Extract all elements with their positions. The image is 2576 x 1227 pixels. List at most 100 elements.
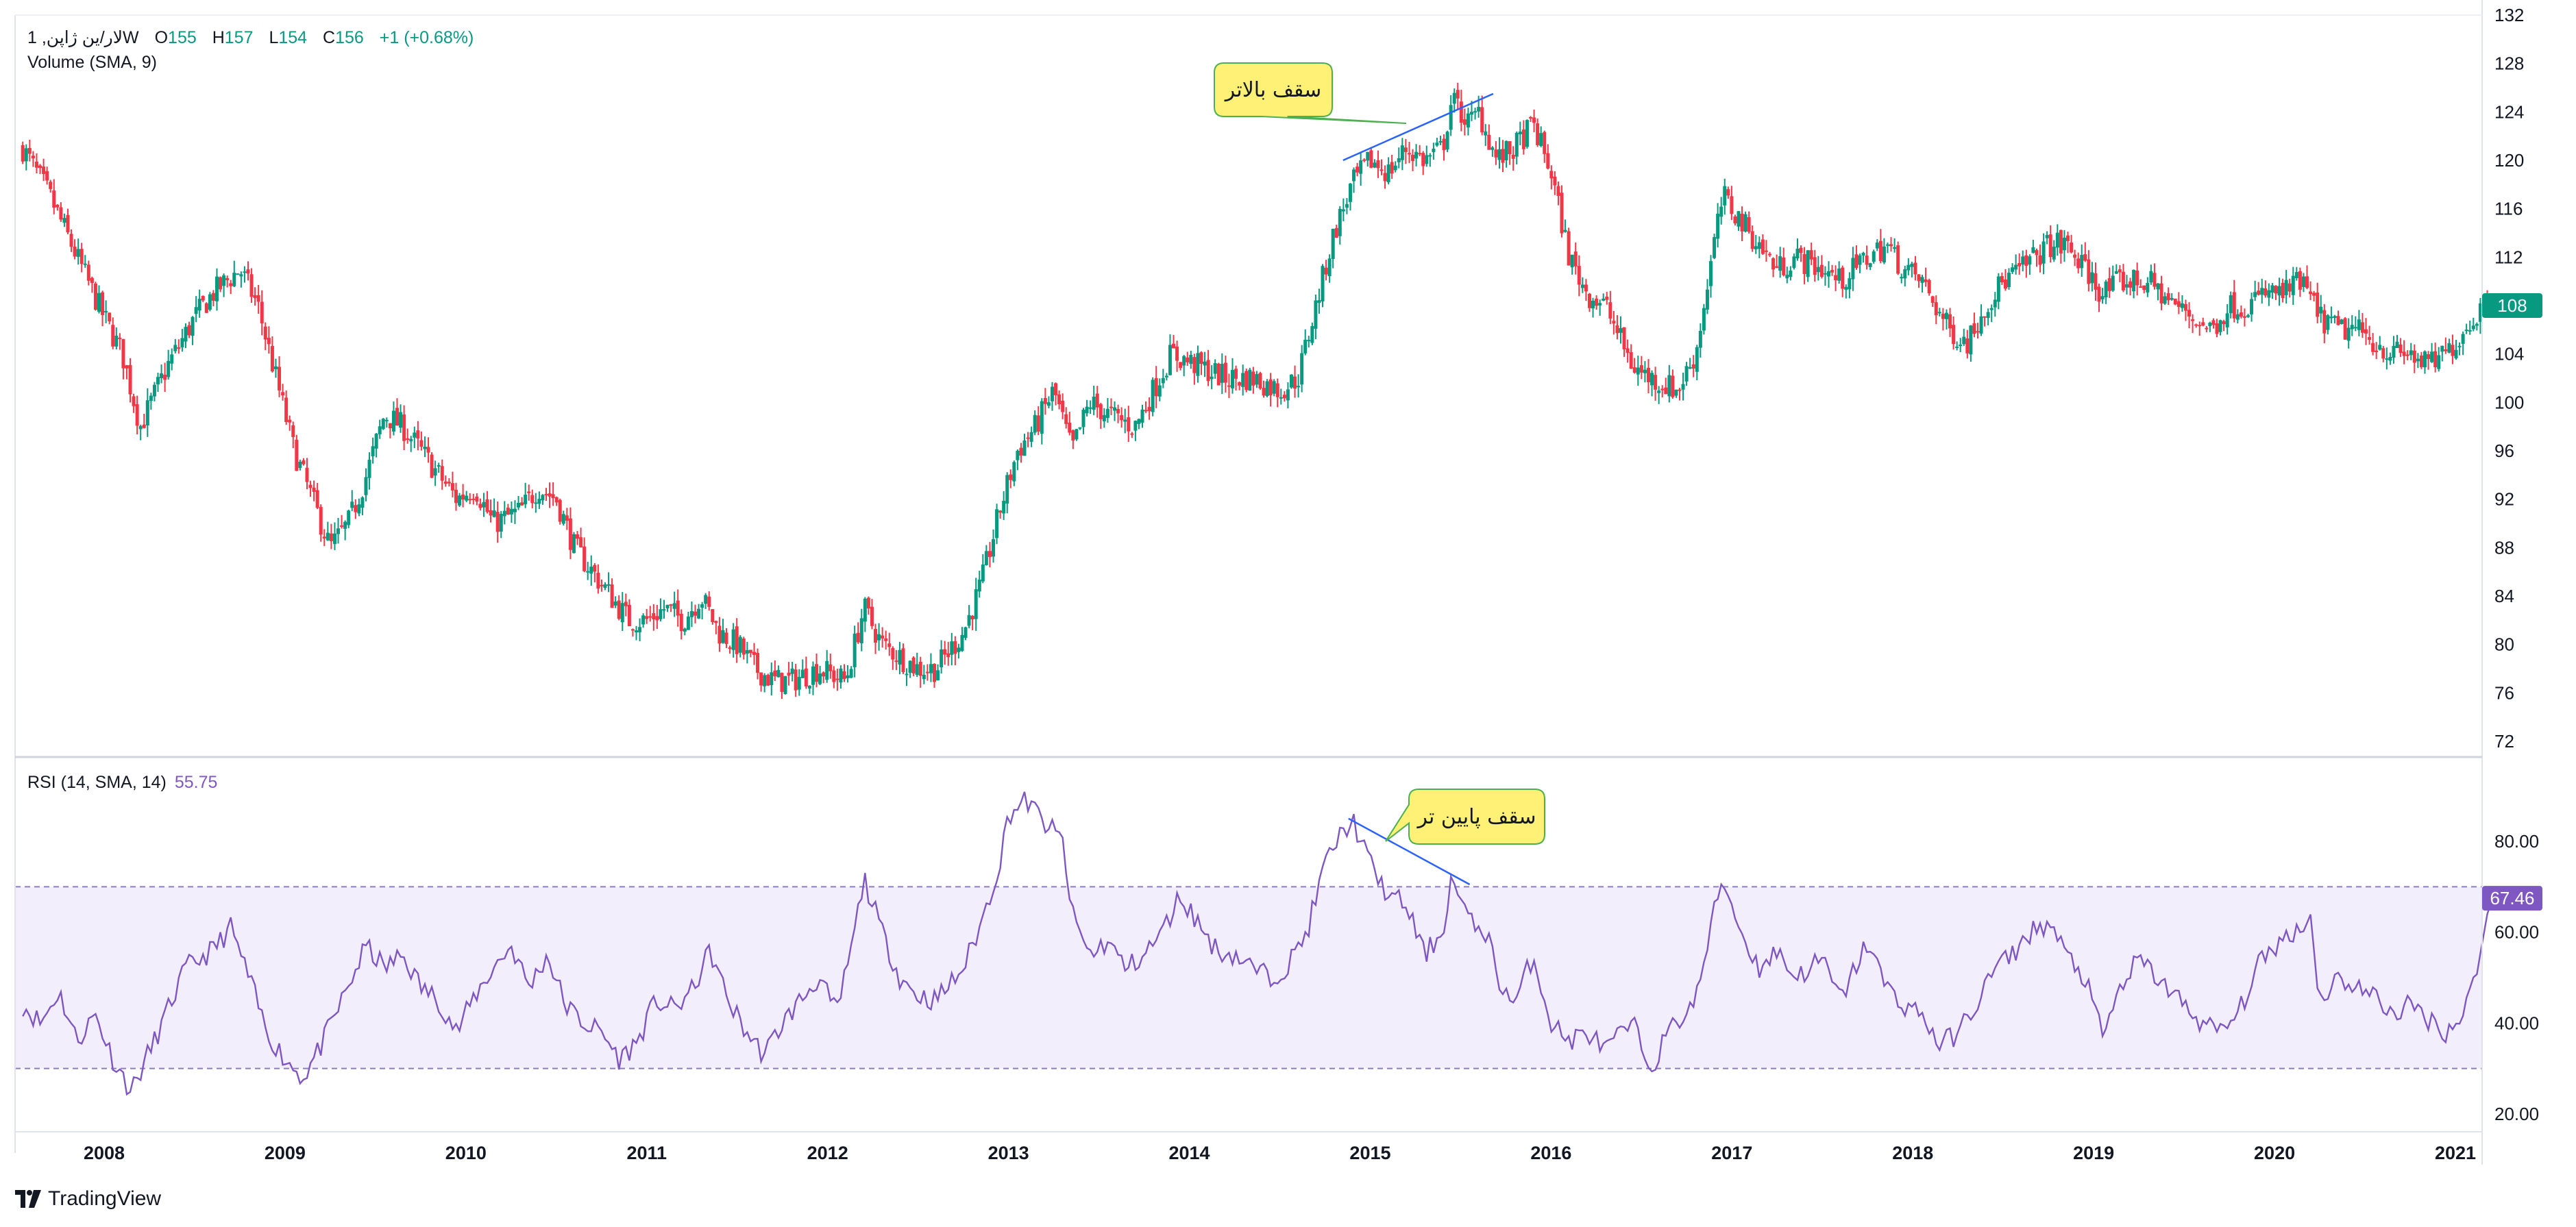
price-trendline[interactable] (1342, 92, 1494, 162)
candle-body (2405, 354, 2409, 356)
candle-body (1179, 362, 1183, 368)
candle-body (1140, 409, 1144, 423)
candle-body (374, 434, 378, 449)
volume-legend[interactable]: Volume (SMA, 9) (27, 53, 157, 73)
candle-body (576, 534, 580, 539)
candle-body (2211, 320, 2216, 325)
candle-body (1369, 150, 1373, 168)
candle-body (1546, 153, 1550, 169)
candle-body (513, 508, 517, 512)
candle-body (1275, 383, 1279, 397)
candle-body (93, 283, 97, 310)
candle-body (273, 366, 278, 369)
time-axis[interactable]: 2008 2009 2010 2011 2012 2013 2014 2015 2016 2017… (84, 1143, 2476, 1163)
candle-body (1626, 348, 1630, 354)
candle-body (630, 629, 635, 631)
rsi-trendline[interactable] (1348, 817, 1471, 886)
candle-body (1425, 155, 1429, 164)
candle-body (1144, 410, 1148, 412)
rsi-callout[interactable]: سقف پایین تر (1385, 789, 1545, 845)
candle-body (1733, 216, 1737, 224)
candle-body (378, 426, 382, 434)
low-value: 154 (278, 28, 308, 47)
candle-body (108, 312, 112, 321)
candle-body (1591, 300, 1595, 309)
candle-body (1432, 148, 1436, 153)
candle-body (1068, 422, 1072, 433)
candle-body (1726, 189, 1730, 196)
candle-body (548, 493, 552, 497)
candle-body (132, 396, 136, 406)
candle-body (1459, 101, 1463, 123)
tradingview-brand-name: TradingView (48, 1187, 162, 1210)
open-label: O (154, 28, 169, 47)
candle-body (1470, 112, 1474, 115)
candle-body (846, 675, 850, 679)
candle-body (395, 408, 400, 426)
candle-body (763, 675, 767, 686)
candle-body (2274, 286, 2278, 294)
tradingview-brand[interactable]: TradingView (15, 1187, 161, 1211)
candle-body (121, 338, 125, 369)
candle-body (2402, 351, 2406, 356)
candle-body (672, 603, 676, 609)
candle-body (343, 521, 347, 529)
candle-body (1660, 388, 1665, 391)
candle-body (340, 525, 344, 527)
candle-body (752, 652, 756, 655)
price-tick-label: 132 (2494, 5, 2524, 25)
candle-body (485, 499, 489, 512)
candle-body (423, 447, 427, 449)
candle-body (1602, 298, 1606, 301)
candle-body (1587, 293, 1591, 308)
candle-body (1698, 330, 1702, 348)
candle-body (145, 400, 149, 425)
candle-body (1054, 383, 1058, 395)
candle-body (2322, 310, 2327, 334)
candle-body (565, 515, 569, 521)
rsi-legend[interactable]: RSI (14, SMA, 14) 55.75 (27, 773, 217, 793)
candle-body (1376, 160, 1380, 169)
candle-body (991, 539, 995, 557)
candle-body (807, 685, 811, 689)
candle-body (1952, 325, 1956, 345)
candle-body (842, 671, 846, 680)
candle-body (717, 625, 722, 644)
symbol-legend[interactable]: لار/ین ژاپن, 1W O155 H157 L154 C156 +1 (… (27, 27, 474, 48)
candle-body (364, 477, 368, 495)
price-callout[interactable]: سقف بالاتر (1214, 62, 1407, 124)
candle-body (492, 510, 496, 517)
candle-body (1407, 153, 1411, 155)
candle-body (2385, 358, 2389, 360)
candle-body (735, 626, 739, 654)
candle-body (908, 660, 912, 673)
candle-body (1477, 107, 1481, 112)
candle-body (1636, 367, 1640, 375)
rsi-axis[interactable]: 20.00 40.00 60.00 80.00 (2494, 831, 2539, 1124)
candle-body (1771, 258, 1776, 270)
candle-body (950, 641, 954, 655)
candle-body (915, 664, 919, 676)
candle-body (2132, 269, 2136, 292)
candle-body (1085, 406, 1089, 414)
candle-body (669, 604, 673, 606)
candle-body (1989, 308, 1994, 310)
candle-body (2451, 345, 2455, 356)
candle-body (49, 182, 53, 189)
candle-body (2464, 330, 2468, 332)
price-axis[interactable]: 72 76 80 84 88 92 96 100 104 108 112 116 120 124 128 13… (2494, 5, 2524, 752)
candle-body (1809, 250, 1813, 260)
candle-body (350, 501, 354, 508)
price-tick-label: 120 (2494, 150, 2524, 171)
candle-body (308, 484, 312, 488)
candle-body (2041, 241, 2046, 264)
candle-body (818, 673, 822, 684)
candle-body (2409, 350, 2413, 356)
candle-body (1151, 380, 1155, 412)
candle-body (1972, 323, 1976, 334)
candle-body (1175, 346, 1179, 361)
candle-body (391, 410, 395, 432)
candle-body (1002, 501, 1006, 514)
candle-body (1016, 450, 1020, 460)
